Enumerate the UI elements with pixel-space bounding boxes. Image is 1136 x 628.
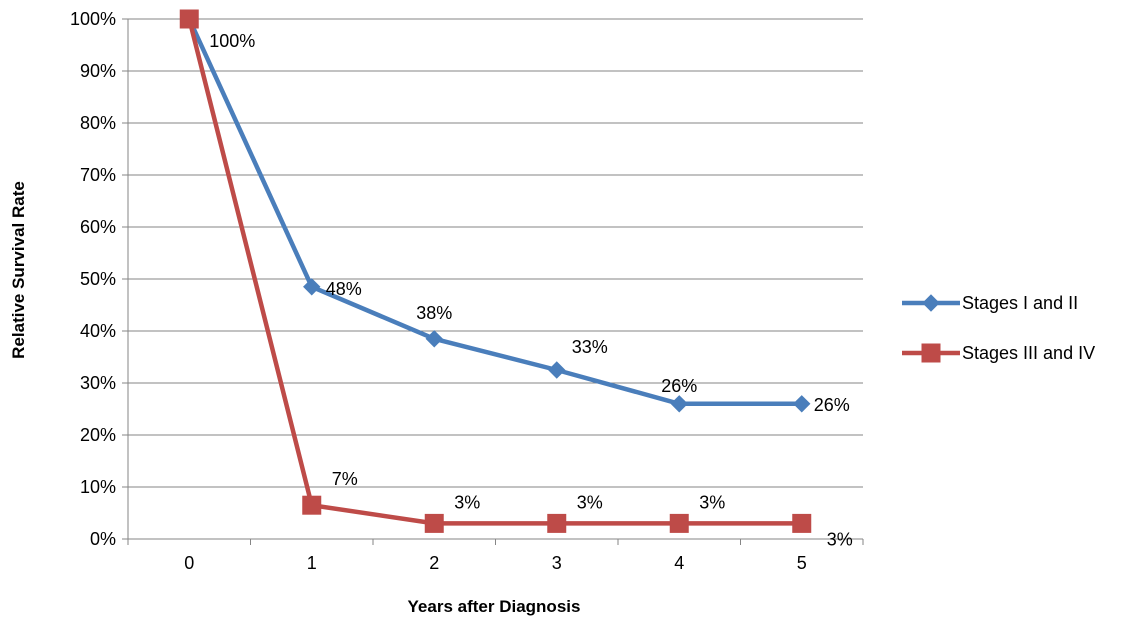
series-line <box>187 18 802 407</box>
y-tick-label: 20% <box>80 425 116 445</box>
y-tick-label: 90% <box>80 61 116 81</box>
y-tick-label: 10% <box>80 477 116 497</box>
data-point-marker <box>303 278 321 296</box>
y-tick-label: 40% <box>80 321 116 341</box>
legend-label: Stages III and IV <box>962 343 1095 363</box>
x-axis-title: Years after Diagnosis <box>408 597 581 616</box>
data-label: 3% <box>454 492 480 512</box>
data-point-marker <box>793 395 811 413</box>
series-group <box>179 9 812 533</box>
y-tick-label: 30% <box>80 373 116 393</box>
gridlines <box>128 18 863 488</box>
data-label: 100% <box>209 31 255 51</box>
y-tick-label: 80% <box>80 113 116 133</box>
data-point-marker <box>792 513 812 533</box>
data-point-marker <box>179 9 199 29</box>
x-tick-label: 5 <box>797 553 807 573</box>
series-line <box>187 18 802 526</box>
x-tick-label: 1 <box>307 553 317 573</box>
data-label: 38% <box>416 303 452 323</box>
data-label: 33% <box>572 337 608 357</box>
data-point-marker <box>548 361 566 379</box>
x-tick-label: 2 <box>429 553 439 573</box>
data-label: 3% <box>827 529 853 549</box>
data-point-marker <box>424 513 444 533</box>
legend-label: Stages I and II <box>962 293 1078 313</box>
legend: Stages I and II Stages III and IV <box>902 293 1095 363</box>
data-label: 26% <box>661 376 697 396</box>
y-tick-label: 100% <box>70 9 116 29</box>
data-label: 3% <box>699 492 725 512</box>
y-tick-label: 60% <box>80 217 116 237</box>
legend-marker <box>922 294 940 312</box>
x-tick-label: 4 <box>674 553 684 573</box>
legend-item: Stages III and IV <box>902 343 1095 363</box>
legend-marker <box>921 343 941 363</box>
y-axis-title: Relative Survival Rate <box>9 181 28 359</box>
data-point-marker <box>302 495 322 515</box>
data-label: 7% <box>332 469 358 489</box>
data-labels: 48% 38% 33% 26% 26% 100% 7% 3% 3% 3% 3% <box>209 31 853 549</box>
y-tick-label: 50% <box>80 269 116 289</box>
axes: 0% 10% 20% 30% 40% 50% 60% 70% 80% 90% 100% 0 1 2 3 4 5 <box>70 9 864 573</box>
y-tick-label: 0% <box>90 529 116 549</box>
x-tick-label: 3 <box>552 553 562 573</box>
y-tick-label: 70% <box>80 165 116 185</box>
legend-item: Stages I and II <box>902 293 1078 313</box>
data-point-marker <box>669 513 689 533</box>
data-point-marker <box>670 395 688 413</box>
series-stages-i-and-ii <box>180 10 811 413</box>
data-label: 26% <box>814 395 850 415</box>
data-point-marker <box>425 330 443 348</box>
data-point-marker <box>547 513 567 533</box>
data-label: 48% <box>326 279 362 299</box>
x-tick-label: 0 <box>184 553 194 573</box>
data-label: 3% <box>577 492 603 512</box>
series-stages-iii-and-iv <box>179 9 812 533</box>
